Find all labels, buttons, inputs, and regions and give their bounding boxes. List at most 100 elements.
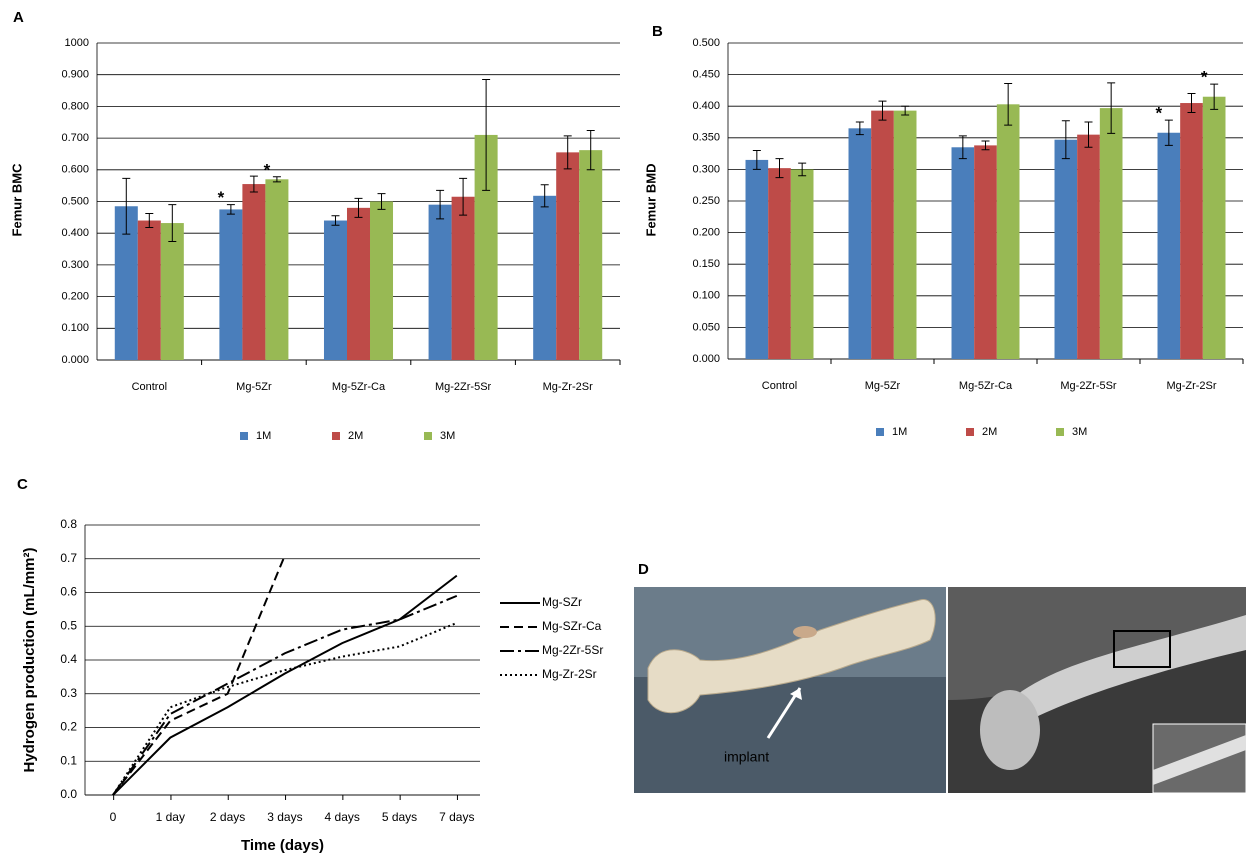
error-bar bbox=[1004, 82, 1013, 126]
line-series bbox=[112, 554, 286, 796]
x-axis-label: Time (days) bbox=[241, 837, 324, 854]
legend-swatch bbox=[240, 432, 248, 440]
x-tick-label: Mg-2Zr-5Sr bbox=[435, 381, 492, 393]
panel-label: B bbox=[652, 23, 663, 40]
y-tick-label: 0.3 bbox=[60, 686, 77, 700]
y-tick-label: 0.6 bbox=[60, 585, 77, 599]
error-bar bbox=[1187, 93, 1196, 114]
xray-tissue bbox=[948, 587, 1246, 700]
y-tick-label: 0.250 bbox=[692, 195, 720, 207]
bar bbox=[951, 147, 975, 359]
bar bbox=[1054, 139, 1078, 359]
x-tick-label: Mg-5Zr-Ca bbox=[332, 381, 386, 393]
x-tick-label: 1 day bbox=[156, 810, 185, 824]
significance-marker: * bbox=[1156, 104, 1163, 123]
y-tick-label: 0.150 bbox=[692, 258, 720, 270]
legend-label: Mg-SZr bbox=[542, 595, 582, 609]
y-tick-label: 0.000 bbox=[61, 354, 89, 366]
y-tick-label: 0.1 bbox=[60, 753, 77, 767]
error-bar bbox=[1107, 82, 1116, 134]
y-tick-label: 0.050 bbox=[692, 321, 720, 333]
error-bar bbox=[272, 176, 281, 183]
legend-label: 2M bbox=[348, 430, 363, 442]
bar bbox=[323, 220, 347, 360]
legend-label: 2M bbox=[982, 426, 997, 438]
x-tick-label: 4 days bbox=[325, 810, 360, 824]
line-series bbox=[112, 574, 458, 796]
line-series bbox=[112, 621, 458, 796]
legend-swatch bbox=[424, 432, 432, 440]
y-tick-label: 0.400 bbox=[61, 227, 89, 239]
panel-label: A bbox=[13, 9, 24, 26]
y-tick-label: 0.350 bbox=[692, 132, 720, 144]
xray-joint bbox=[980, 690, 1040, 770]
bar bbox=[871, 110, 894, 360]
bar bbox=[370, 201, 394, 360]
bar bbox=[114, 206, 138, 360]
bar bbox=[1077, 134, 1100, 359]
error-bar bbox=[798, 162, 807, 177]
y-axis-label: Femur BMD bbox=[643, 164, 658, 237]
error-bar bbox=[540, 184, 549, 208]
error-bar bbox=[878, 100, 887, 121]
y-tick-label: 0.5 bbox=[60, 618, 77, 632]
bar bbox=[265, 179, 289, 360]
y-tick-label: 0.900 bbox=[61, 69, 89, 81]
bar bbox=[579, 150, 603, 360]
x-tick-label: Control bbox=[762, 380, 797, 392]
y-axis-label: Hydrogen production (mL/mm²) bbox=[21, 548, 38, 773]
error-bar bbox=[249, 175, 258, 193]
bar bbox=[556, 152, 580, 360]
error-bar bbox=[752, 149, 761, 170]
legend-swatch bbox=[332, 432, 340, 440]
x-tick-label: 0 bbox=[110, 810, 117, 824]
legend-label: 3M bbox=[1072, 426, 1087, 438]
error-bar bbox=[226, 204, 235, 215]
bar bbox=[745, 159, 769, 359]
y-tick-label: 0.200 bbox=[61, 291, 89, 303]
y-tick-label: 0.4 bbox=[60, 652, 77, 666]
bar bbox=[242, 184, 266, 360]
inset-bone bbox=[1153, 735, 1246, 785]
bar bbox=[996, 104, 1020, 359]
bone-photo bbox=[647, 599, 936, 714]
legend-label: 3M bbox=[440, 430, 455, 442]
bar bbox=[1099, 108, 1123, 359]
legend-swatch bbox=[876, 428, 884, 436]
y-tick-label: 0.450 bbox=[692, 69, 720, 81]
error-bar bbox=[331, 215, 340, 226]
error-bar bbox=[354, 197, 363, 218]
x-tick-label: Mg-Zr-2Sr bbox=[1166, 380, 1216, 392]
y-tick-label: 0.200 bbox=[692, 227, 720, 239]
significance-marker: * bbox=[264, 160, 271, 179]
y-tick-label: 0.0 bbox=[60, 787, 77, 801]
bar bbox=[790, 169, 814, 359]
legend-swatch bbox=[966, 428, 974, 436]
bar bbox=[346, 207, 371, 360]
x-tick-label: Control bbox=[132, 381, 167, 393]
y-tick-label: 0.100 bbox=[692, 290, 720, 302]
bar bbox=[768, 168, 791, 359]
legend-swatch bbox=[1056, 428, 1064, 436]
y-tick-label: 0.000 bbox=[692, 353, 720, 365]
bar bbox=[137, 220, 161, 360]
y-axis-label: Femur BMC bbox=[9, 163, 24, 237]
bar bbox=[451, 196, 475, 360]
error-bar bbox=[482, 78, 491, 191]
error-bar bbox=[436, 189, 445, 220]
legend-label: Mg-SZr-Ca bbox=[542, 619, 602, 633]
x-tick-label: Mg-5Zr-Ca bbox=[959, 380, 1013, 392]
photo-panel: D implant bbox=[634, 561, 1246, 794]
x-tick-label: Mg-5Zr bbox=[865, 380, 901, 392]
error-bar bbox=[145, 213, 154, 228]
error-bar bbox=[775, 158, 784, 179]
bar bbox=[974, 145, 997, 359]
legend-label: 1M bbox=[256, 430, 271, 442]
panel-label: D bbox=[638, 561, 649, 578]
line-series bbox=[112, 594, 458, 796]
x-tick-label: 3 days bbox=[267, 810, 302, 824]
x-tick-label: 7 days bbox=[439, 810, 474, 824]
x-tick-label: Mg-2Zr-5Sr bbox=[1060, 380, 1117, 392]
error-bar bbox=[586, 129, 595, 171]
